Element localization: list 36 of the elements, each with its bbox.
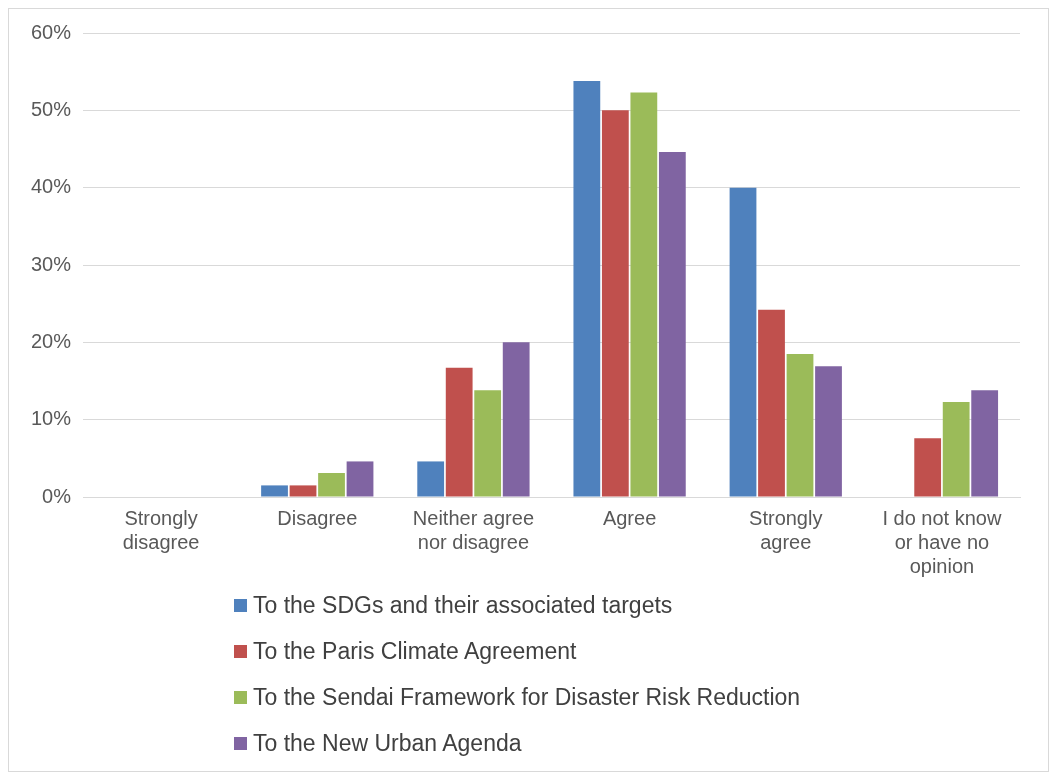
bar xyxy=(942,401,970,497)
y-tick-label: 20% xyxy=(31,329,72,352)
bar xyxy=(346,461,374,497)
bar xyxy=(289,485,317,497)
x-tick-label: Disagree xyxy=(277,506,358,529)
x-tick-label: Strongly agree xyxy=(749,506,823,553)
bar xyxy=(318,473,345,497)
bar xyxy=(971,390,999,497)
bar xyxy=(445,367,473,497)
y-tick-label: 10% xyxy=(31,407,72,430)
x-tick-label: Neither agree nor disagree xyxy=(412,506,535,553)
bar xyxy=(261,485,288,497)
bar xyxy=(758,309,785,497)
y-tick-label: 30% xyxy=(31,252,72,275)
y-tick-label: 0% xyxy=(42,484,72,507)
bar xyxy=(815,366,842,497)
legend-label: To the SDGs and their associated targets xyxy=(253,591,673,620)
bar xyxy=(417,461,445,497)
bar xyxy=(786,353,814,497)
bar xyxy=(502,342,530,497)
y-tick-label: 40% xyxy=(31,175,72,198)
bar xyxy=(914,438,942,497)
bar xyxy=(474,390,502,497)
y-tick-label: 50% xyxy=(31,97,72,120)
x-tick-label: I do not know or have no opinion xyxy=(882,506,1002,577)
bar xyxy=(573,80,601,497)
bar xyxy=(658,152,686,497)
legend-label: To the Sendai Framework for Disaster Risk Reduction xyxy=(253,683,801,712)
bar xyxy=(630,92,658,497)
bar xyxy=(601,110,629,497)
legend-label: To the New Urban Agenda xyxy=(253,729,522,758)
y-tick-label: 60% xyxy=(31,20,72,43)
x-tick-label: Agree xyxy=(602,506,657,529)
legend-label: To the Paris Climate Agreement xyxy=(253,637,577,666)
bar xyxy=(729,187,757,497)
x-tick-label: Strongly disagree xyxy=(122,506,200,553)
